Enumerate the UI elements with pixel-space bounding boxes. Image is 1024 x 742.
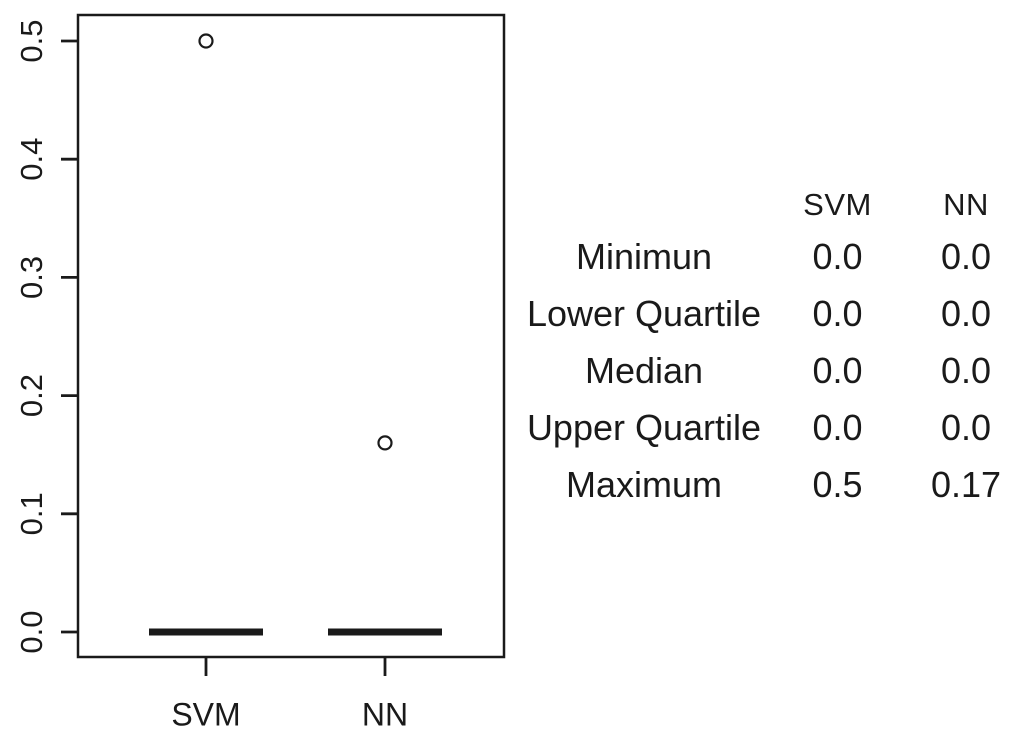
plot-box: [76, 13, 506, 659]
table-row-label: Median: [584, 349, 704, 391]
table-row-label: Lower Quartile: [526, 292, 762, 334]
table-column-header-nn: NN: [943, 187, 989, 222]
table-cell-value: 0.0: [812, 235, 863, 277]
x-axis-tick-label: SVM: [171, 697, 240, 733]
table-row-label: Maximum: [565, 463, 722, 505]
table-cell-value: 0.0: [940, 349, 992, 391]
table-corner-cell: [518, 182, 770, 228]
table-row-label: Upper Quartile: [526, 406, 762, 448]
table-cell-value: 0.17: [930, 463, 1002, 505]
table-cell-value: 0.0: [940, 406, 992, 448]
table-cell-value: 0.0: [812, 349, 863, 391]
x-axis-tick-label: NN: [362, 697, 408, 733]
summary-table: SVM NN Minimun 0.0 0.0 Lower Quartile 0.0 0.0…: [518, 182, 1024, 513]
outlier-point: [377, 435, 393, 451]
outlier-point: [198, 33, 214, 49]
y-axis-tick-label: 0.3: [14, 256, 49, 299]
table-column-header-svm: SVM: [803, 187, 872, 222]
table-cell-value: 0.0: [940, 235, 992, 277]
table-cell-value: 0.0: [940, 292, 992, 334]
table-cell-value: 0.0: [812, 406, 863, 448]
table-cell-value: 0.5: [812, 463, 863, 505]
table-row-label: Minimun: [575, 235, 713, 277]
y-axis-tick-label: 0.1: [14, 492, 49, 535]
y-axis-tick-label: 0.4: [14, 138, 49, 181]
y-axis-tick-label: 0.5: [14, 19, 49, 62]
boxplot-chart: 0.0 0.1 0.2 0.3 0.4 0.5 SVM NN: [14, 13, 506, 733]
y-axis-tick-label: 0.0: [14, 610, 49, 653]
table-cell-value: 0.0: [812, 292, 863, 334]
y-axis-tick-label: 0.2: [14, 374, 49, 417]
